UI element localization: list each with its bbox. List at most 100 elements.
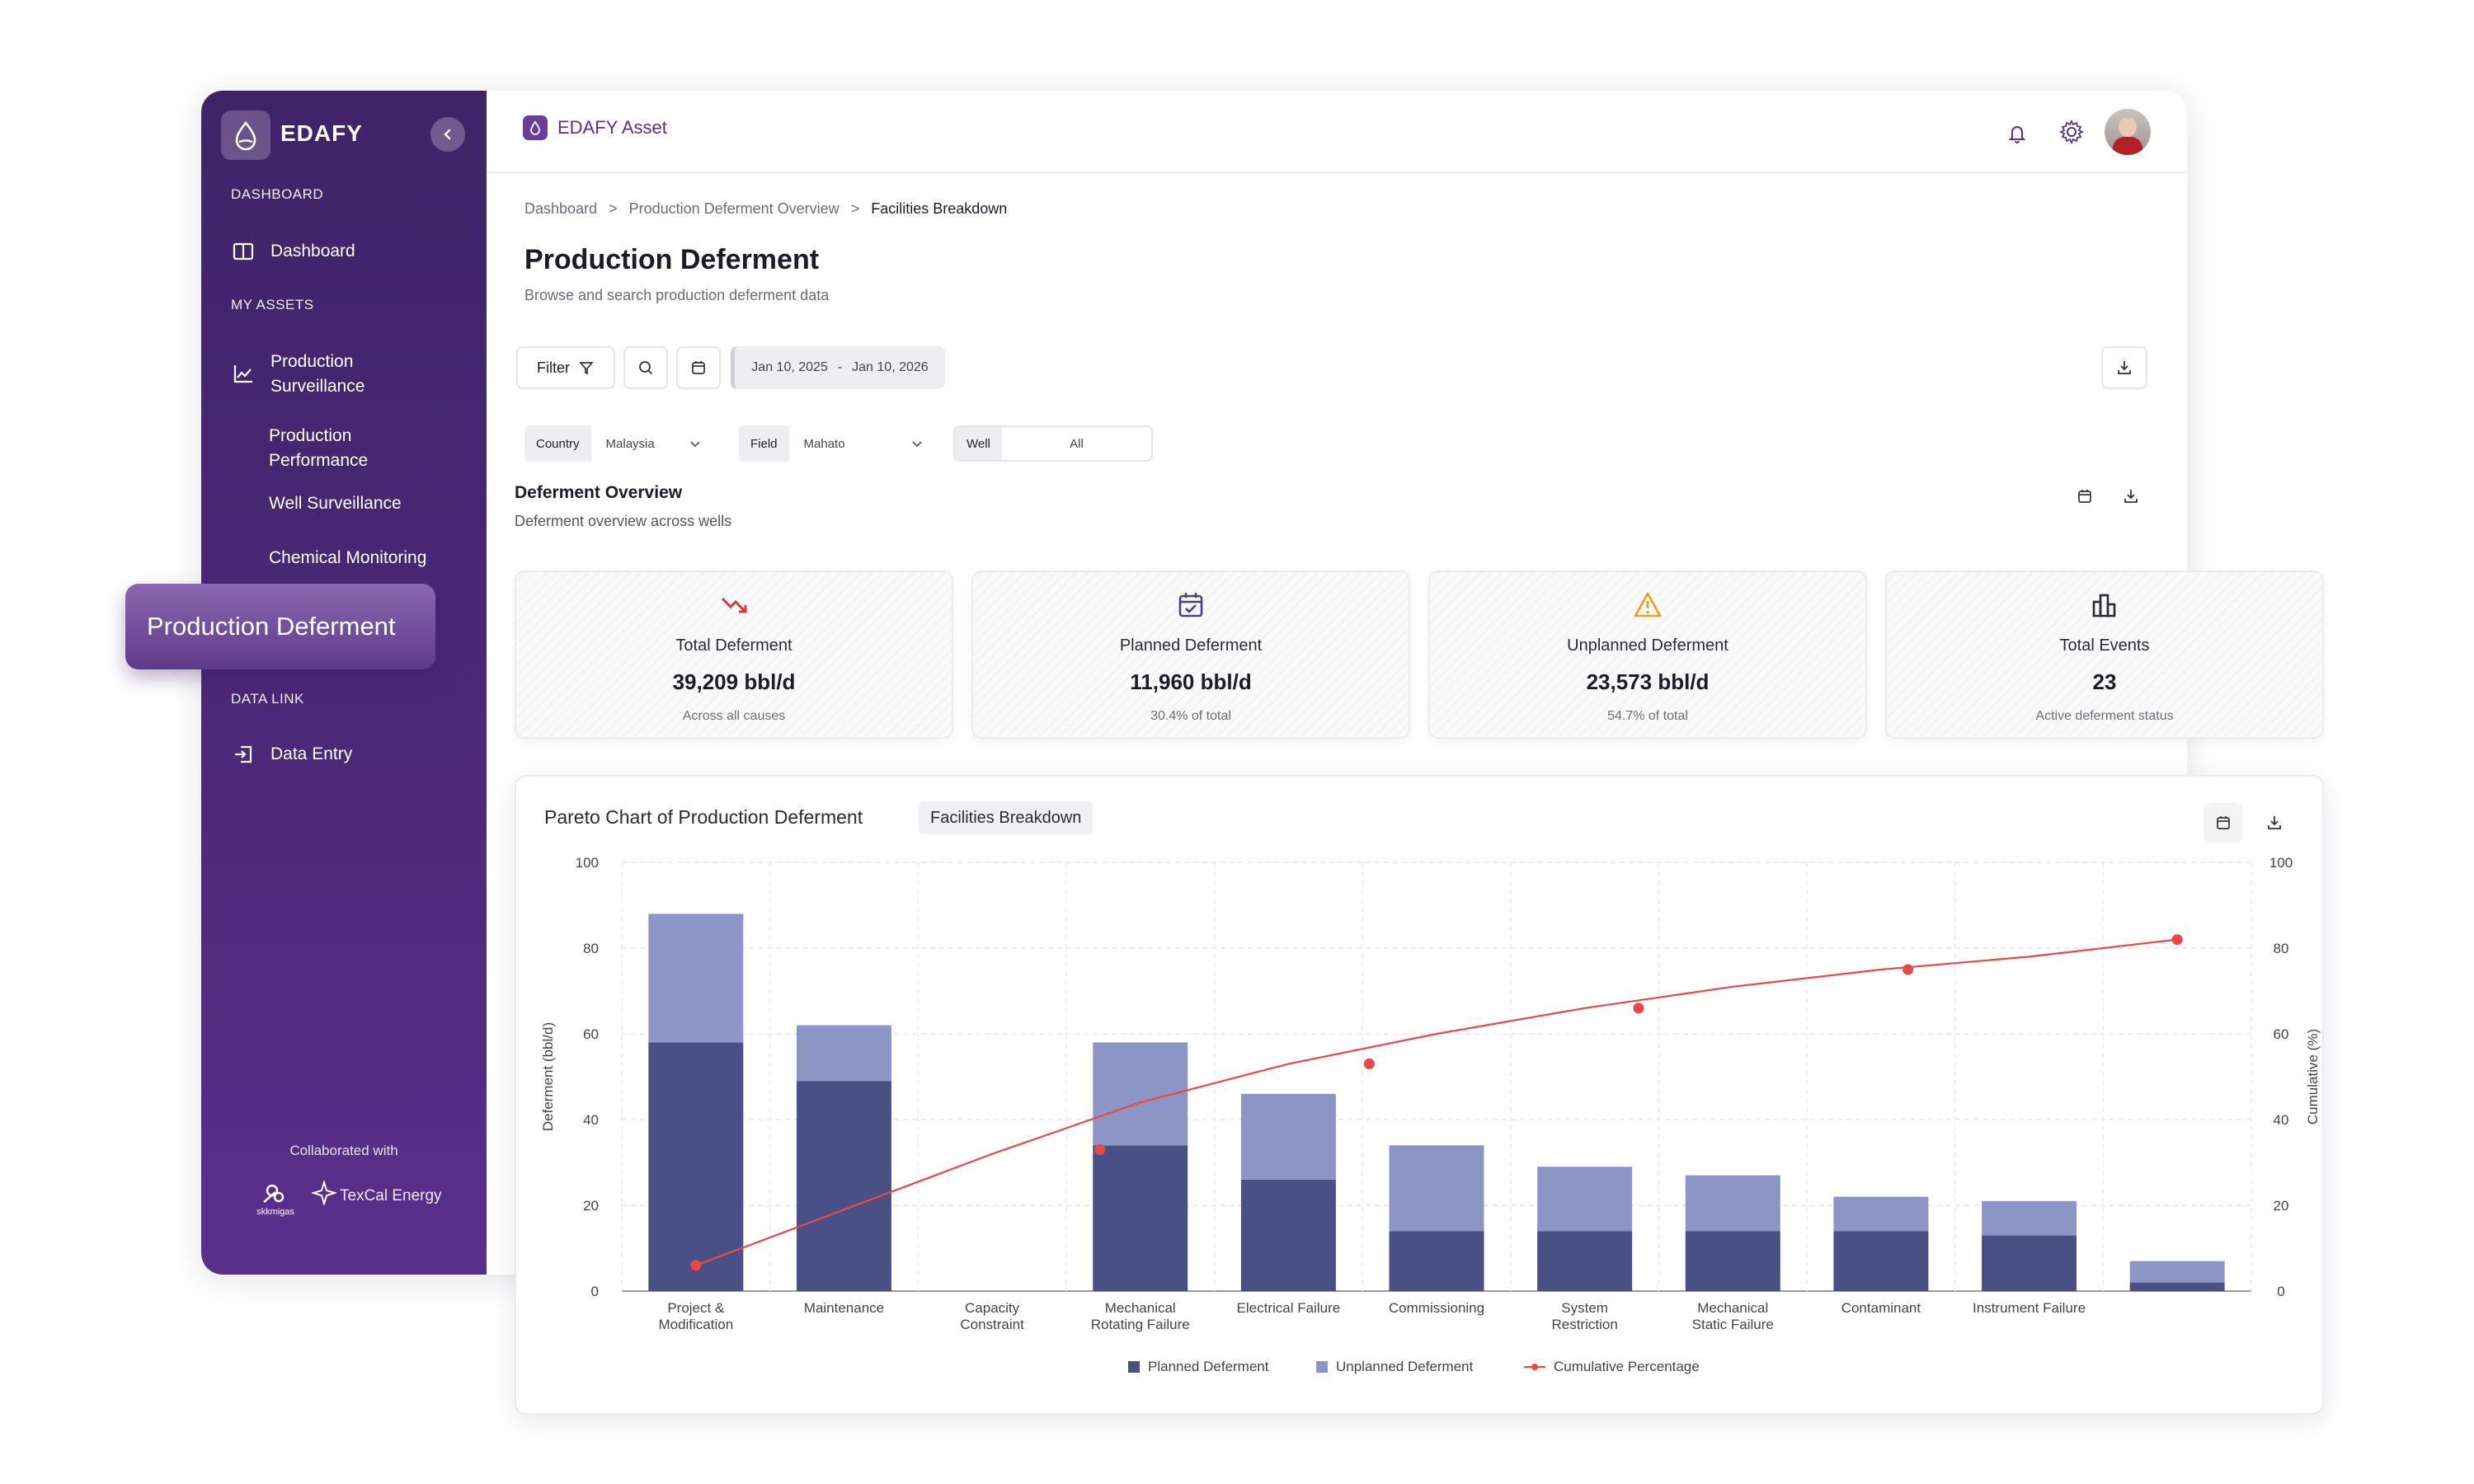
x-tick-label: Maintenance (804, 1300, 884, 1316)
country-value: Malaysia (605, 436, 655, 451)
avatar[interactable] (2105, 109, 2151, 155)
skkmigas-logo: skkmigas (247, 1179, 303, 1219)
date-to: Jan 10, 2026 (852, 360, 929, 374)
kpi-title: Total Deferment (675, 636, 793, 655)
bar-planned (1833, 1231, 1929, 1291)
cumulative-point (1633, 1003, 1644, 1014)
texcal-logo: TexCal Energy (312, 1181, 442, 1205)
filter-button[interactable]: Filter (516, 346, 615, 389)
chart-calendar-button[interactable] (2204, 803, 2243, 843)
sidebar: EDAFY DASHBOARD Dashboard MY ASSETS Prod… (201, 91, 487, 1275)
chart-tag: Facilities Breakdown (919, 801, 1094, 834)
cumulative-point (690, 1260, 702, 1271)
section-dashboard: DASHBOARD (231, 186, 324, 202)
calendar-icon (2217, 816, 2230, 829)
country-select[interactable]: Country Malaysia (524, 425, 703, 462)
breadcrumb-deferment-overview[interactable]: Production Deferment Overview (628, 200, 840, 217)
y-right-tick-label: 20 (2274, 1198, 2289, 1214)
kpi-value: 23 (2092, 669, 2117, 694)
calendar-icon (2078, 490, 2091, 503)
legend-label: Planned Deferment (1148, 1359, 1269, 1374)
overview-calendar-button[interactable] (2065, 477, 2105, 516)
legend-unplanned: Unplanned Deferment (1316, 1359, 1473, 1375)
bar-unplanned (1240, 1093, 1336, 1180)
chevron-down-icon (690, 441, 700, 448)
bar-planned (1093, 1145, 1188, 1291)
y-right-axis-label: Cumulative (%) (2305, 1029, 2321, 1125)
line-chart-icon (231, 361, 256, 386)
download-button[interactable] (2101, 346, 2147, 389)
y-tick-label: 100 (576, 855, 599, 871)
kpi-total-deferment: Total Deferment 39,209 bbl/d Across all … (515, 571, 953, 739)
sidebar-item-production-performance[interactable]: Production Performance (269, 424, 368, 473)
y-tick-label: 60 (583, 1026, 599, 1042)
kpi-total-events: Total Events 23 Active deferment status (1885, 571, 2324, 739)
calendar-icon (692, 361, 705, 374)
x-tick-label: Mechanical (1105, 1300, 1176, 1316)
country-label: Country (524, 425, 591, 462)
kpi-value: 39,209 bbl/d (672, 669, 796, 694)
bar-planned (1685, 1231, 1780, 1291)
x-tick-label: Electrical Failure (1237, 1300, 1341, 1316)
page-title: Production Deferment (524, 244, 820, 275)
bar-chart-icon (1887, 590, 2322, 620)
bar-planned (1389, 1231, 1484, 1291)
download-icon (2268, 816, 2281, 829)
chart-download-button[interactable] (2255, 803, 2294, 843)
skkmigas-text: skkmigas (256, 1207, 294, 1217)
x-tick-label: Static Failure (1692, 1317, 1774, 1332)
y-tick-label: 0 (591, 1284, 599, 1299)
search-button[interactable] (623, 346, 668, 389)
star-icon (312, 1181, 336, 1205)
legend-label: Unplanned Deferment (1336, 1359, 1474, 1374)
well-select[interactable]: Well All (953, 425, 1153, 462)
trend-down-icon (516, 590, 952, 620)
calendar-check-icon (973, 590, 1409, 620)
x-tick-label: Capacity (965, 1300, 1020, 1316)
sidebar-item-well-surveillance[interactable]: Well Surveillance (269, 494, 402, 513)
sidebar-item-data-entry[interactable]: Data Entry (231, 742, 352, 767)
cumulative-point (1903, 964, 1914, 975)
section-my-assets: MY ASSETS (231, 297, 314, 312)
y-tick-label: 20 (583, 1198, 599, 1214)
sidebar-item-dashboard[interactable]: Dashboard (231, 239, 355, 264)
overview-download-button[interactable] (2111, 477, 2151, 516)
overview-subtitle: Deferment overview across wells (515, 513, 732, 529)
sidebar-item-label: Production (269, 426, 352, 445)
bar-unplanned (1389, 1145, 1484, 1232)
breadcrumb-dashboard[interactable]: Dashboard (524, 200, 598, 217)
breadcrumb-separator: > (609, 200, 618, 217)
chevron-left-icon (444, 129, 451, 140)
x-tick-label: Restriction (1551, 1317, 1617, 1332)
sidebar-item-production-surveillance[interactable]: Production Surveillance (231, 350, 365, 399)
sidebar-item-chemical-monitoring[interactable]: Chemical Monitoring (269, 548, 427, 567)
legend-cumulative: Cumulative Percentage (1524, 1359, 1700, 1375)
collapse-sidebar-button[interactable] (430, 117, 465, 152)
kpi-title: Total Events (2059, 636, 2150, 655)
kpi-subtitle: 54.7% of total (1607, 709, 1688, 723)
gear-icon[interactable] (2052, 112, 2091, 152)
chevron-down-icon (911, 441, 922, 448)
date-from: Jan 10, 2025 (751, 360, 828, 374)
filter-label: Filter (537, 359, 570, 376)
y-right-tick-label: 100 (2269, 855, 2293, 871)
calendar-button[interactable] (676, 346, 721, 389)
app-name: EDAFY Asset (557, 117, 667, 138)
field-select[interactable]: Field Mahato (739, 425, 924, 462)
header-brand[interactable]: EDAFY Asset (523, 115, 667, 140)
sidebar-item-production-deferment[interactable]: Production Deferment (125, 584, 435, 669)
kpi-value: 23,573 bbl/d (1586, 669, 1710, 694)
legend-swatch (1316, 1361, 1328, 1373)
book-icon (231, 239, 256, 264)
legend-swatch (1128, 1361, 1140, 1373)
warning-icon (1430, 590, 1865, 620)
well-label: Well (955, 427, 1002, 460)
cumulative-point (2171, 934, 2183, 946)
legend-planned: Planned Deferment (1128, 1359, 1268, 1375)
kpi-subtitle: 30.4% of total (1150, 709, 1231, 723)
login-icon (231, 742, 256, 767)
date-range-picker[interactable]: Jan 10, 2025 - Jan 10, 2026 (731, 346, 945, 389)
bell-icon[interactable] (1997, 114, 2037, 153)
bar-unplanned (1537, 1167, 1633, 1232)
